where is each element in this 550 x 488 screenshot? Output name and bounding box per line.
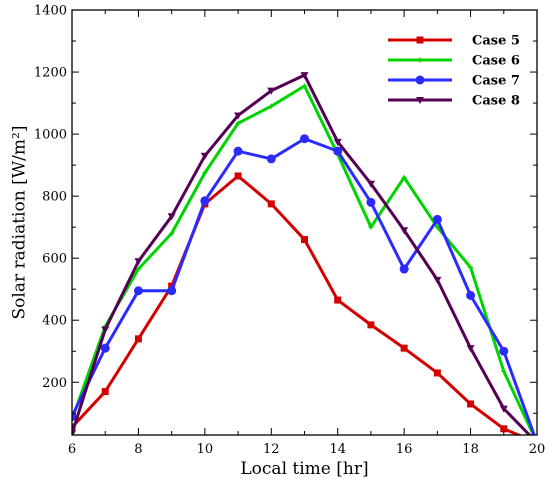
data-point-case-7 bbox=[366, 197, 376, 207]
data-point-case-6 bbox=[368, 224, 374, 230]
data-point-case-5 bbox=[267, 200, 275, 208]
data-point-case-6 bbox=[202, 170, 208, 176]
data-point-case-8 bbox=[234, 112, 243, 120]
data-point-case-7 bbox=[167, 286, 177, 296]
data-point-case-7 bbox=[200, 196, 210, 206]
data-point-case-5 bbox=[168, 282, 176, 290]
x-tick-label: 8 bbox=[134, 442, 142, 457]
data-point-case-8 bbox=[366, 180, 375, 188]
data-point-case-6 bbox=[235, 120, 241, 126]
legend-item-case-7: Case 7 bbox=[388, 74, 520, 89]
legend-marker-case-5 bbox=[416, 36, 424, 44]
legend-label-case-6: Case 6 bbox=[472, 54, 520, 69]
data-point-case-7 bbox=[333, 146, 343, 156]
y-tick-label: 400 bbox=[42, 314, 67, 329]
data-point-case-8 bbox=[300, 72, 309, 80]
legend-item-case-6: Case 6 bbox=[388, 54, 520, 69]
data-point-case-7 bbox=[499, 346, 509, 356]
x-tick-label: 10 bbox=[197, 442, 214, 457]
data-point-case-7 bbox=[432, 214, 442, 224]
data-point-case-5 bbox=[134, 335, 142, 343]
y-tick-label: 1400 bbox=[34, 4, 67, 19]
x-tick-label: 12 bbox=[263, 442, 280, 457]
data-point-case-5 bbox=[234, 172, 242, 180]
legend-label-case-5: Case 5 bbox=[472, 34, 520, 49]
data-point-case-5 bbox=[433, 369, 441, 377]
data-point-case-6 bbox=[268, 103, 274, 109]
y-tick-label: 1000 bbox=[34, 128, 67, 143]
y-tick-label: 600 bbox=[42, 252, 67, 267]
data-point-case-6 bbox=[501, 368, 507, 374]
data-point-case-6 bbox=[401, 175, 407, 181]
data-point-case-7 bbox=[466, 290, 476, 300]
data-point-case-8 bbox=[200, 152, 209, 160]
legend-item-case-8: Case 8 bbox=[388, 94, 520, 109]
data-point-case-8 bbox=[333, 138, 342, 146]
x-tick-label: 14 bbox=[329, 442, 346, 457]
x-axis-title: Local time [hr] bbox=[240, 459, 368, 479]
data-point-case-7 bbox=[100, 343, 110, 353]
data-point-case-6 bbox=[169, 230, 175, 236]
data-point-case-5 bbox=[334, 296, 342, 304]
data-point-case-7 bbox=[233, 146, 243, 156]
data-point-case-5 bbox=[367, 321, 375, 329]
data-point-case-7 bbox=[300, 134, 309, 144]
data-point-case-6 bbox=[434, 224, 440, 230]
data-point-case-8 bbox=[167, 213, 176, 221]
y-tick-label: 200 bbox=[42, 376, 67, 391]
x-tick-label: 6 bbox=[68, 442, 76, 457]
data-point-case-8 bbox=[267, 87, 276, 95]
data-point-case-8 bbox=[499, 405, 508, 413]
y-tick-label: 1200 bbox=[34, 66, 67, 81]
y-axis-title: Solar radiation [W/m²] bbox=[10, 126, 30, 320]
data-point-case-8 bbox=[400, 227, 409, 235]
data-point-case-6 bbox=[135, 266, 141, 272]
data-point-case-8 bbox=[101, 326, 110, 334]
legend-marker-case-6 bbox=[417, 57, 423, 63]
series-case-5 bbox=[72, 172, 523, 435]
x-tick-label: 16 bbox=[396, 442, 413, 457]
data-point-case-5 bbox=[467, 400, 475, 408]
legend-marker-case-7 bbox=[415, 75, 425, 85]
axes: 6 8 10 12 14 16 18 20 200 400 600 800 1000 1200 1400 bbox=[34, 4, 545, 458]
legend-marker-case-8 bbox=[416, 97, 424, 104]
y-tick-label: 800 bbox=[42, 190, 67, 205]
data-point-case-6 bbox=[302, 83, 307, 89]
plot-area bbox=[72, 72, 536, 435]
data-point-case-8 bbox=[72, 430, 76, 435]
legend-label-case-7: Case 7 bbox=[472, 74, 520, 89]
series-case-8 bbox=[72, 72, 532, 435]
legend-item-case-5: Case 5 bbox=[388, 34, 520, 49]
legend: Case 5 Case 6 Case 7 Case 8 bbox=[388, 34, 520, 109]
data-point-case-5 bbox=[500, 425, 508, 433]
x-tick-label: 20 bbox=[529, 442, 546, 457]
data-point-case-6 bbox=[468, 264, 474, 270]
x-tick-label: 18 bbox=[462, 442, 479, 457]
data-point-case-8 bbox=[433, 276, 442, 284]
data-point-case-7 bbox=[266, 154, 276, 164]
legend-label-case-8: Case 8 bbox=[472, 94, 520, 109]
series-case-7 bbox=[72, 134, 536, 435]
data-point-case-7 bbox=[133, 286, 143, 296]
data-point-case-7 bbox=[399, 264, 409, 274]
data-point-case-8 bbox=[134, 258, 143, 266]
data-point-case-5 bbox=[301, 236, 308, 244]
data-point-case-8 bbox=[466, 345, 475, 353]
data-point-case-5 bbox=[101, 388, 109, 396]
data-point-case-5 bbox=[400, 344, 408, 352]
